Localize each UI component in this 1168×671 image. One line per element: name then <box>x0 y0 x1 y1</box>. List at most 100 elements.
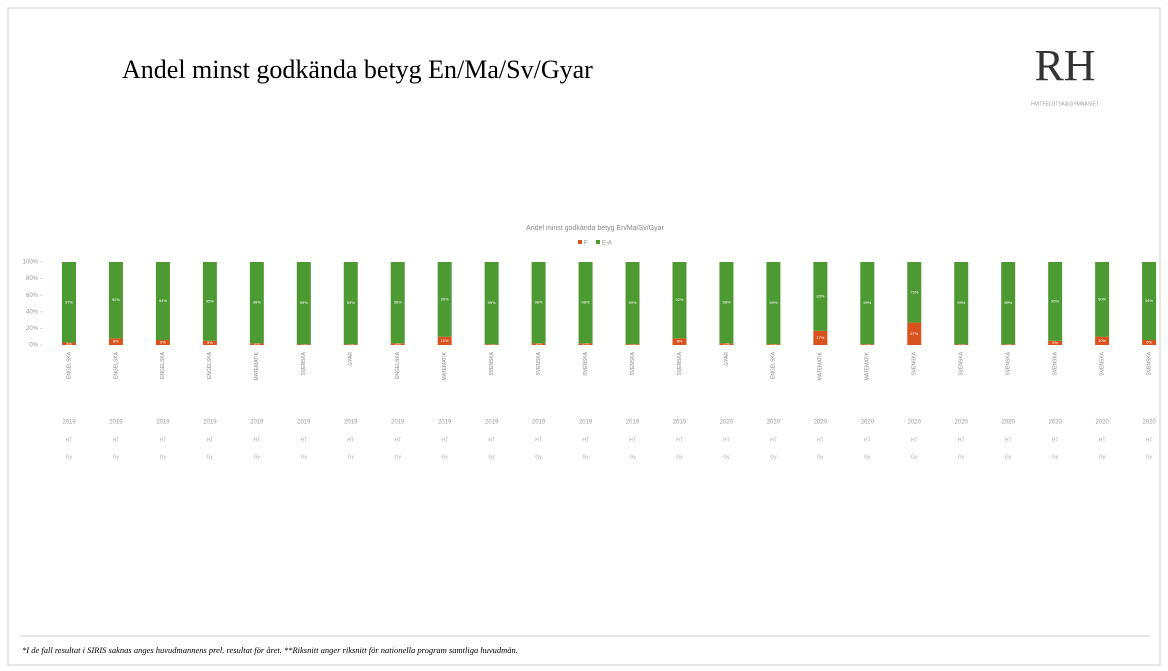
bar-segment <box>813 262 828 331</box>
row2-label: HT <box>582 437 589 443</box>
row3-label: Gy <box>441 454 448 460</box>
y-tick-label: 60% <box>26 293 39 299</box>
bar-segment <box>437 336 452 345</box>
row2-label: HT <box>394 437 401 443</box>
x-tick-label: SVENSKA <box>583 351 589 375</box>
bar-segment <box>296 344 311 345</box>
value-label: 99% <box>488 300 496 305</box>
value-label: 94% <box>159 298 167 303</box>
bar-segment <box>62 342 76 345</box>
row3-label: Gy <box>864 454 871 460</box>
row2-label: HT <box>770 437 777 443</box>
x-tick-label: SVENSKA <box>1006 351 1012 375</box>
row2-label: HT <box>723 437 730 443</box>
bar-segment <box>1048 262 1063 341</box>
row2-label: HT <box>300 437 307 443</box>
row3-label: Gy <box>488 454 495 460</box>
bar-segment <box>1095 336 1110 345</box>
year-label: 2020 <box>814 420 828 426</box>
value-label: 99% <box>957 300 965 305</box>
value-label: 6% <box>1146 340 1152 345</box>
value-label: 98% <box>253 300 261 305</box>
bar-segment <box>860 262 875 345</box>
bar-segment <box>578 343 593 345</box>
value-label: 99% <box>769 300 777 305</box>
bar-segment <box>813 330 828 345</box>
row3-label: Gy <box>676 454 683 460</box>
bar-segment <box>954 262 969 345</box>
value-label: 10% <box>1098 338 1106 343</box>
bar-segment <box>672 338 687 345</box>
legend-label: E-A <box>602 241 612 247</box>
row3-label: Gy <box>160 454 167 460</box>
year-label: 2019 <box>109 420 123 426</box>
year-label: 2019 <box>673 420 687 426</box>
row3-label: Gy <box>958 454 965 460</box>
value-label: 2% <box>254 341 260 346</box>
year-label: 2019 <box>532 420 546 426</box>
year-label: 2020 <box>720 420 734 426</box>
bar-segment <box>390 262 405 344</box>
row2-label: HT <box>207 437 214 443</box>
value-label: 2% <box>724 341 730 346</box>
bar-segment <box>343 344 358 345</box>
row3-label: Gy <box>582 454 589 460</box>
year-label: 2020 <box>1095 420 1109 426</box>
row2-label: HT <box>1099 437 1106 443</box>
year-label: 2019 <box>579 420 593 426</box>
year-label: 2019 <box>156 420 170 426</box>
year-label: 2020 <box>1002 420 1016 426</box>
x-tick-label: ENGELSKA <box>771 351 777 379</box>
x-tick-label: GYAR <box>348 352 354 366</box>
bar-segment <box>531 262 546 344</box>
row3-label: Gy <box>1146 454 1153 460</box>
bar-segment <box>249 262 264 344</box>
value-label: 90% <box>1098 296 1106 301</box>
x-tick-label: SVENSKA <box>1146 351 1152 375</box>
bar-segment <box>155 262 170 341</box>
x-tick-label: SVENSKA <box>959 351 965 375</box>
row2-label: HT <box>254 437 261 443</box>
y-tick-label: 20% <box>26 326 39 332</box>
year-label: 2020 <box>1048 420 1062 426</box>
value-label: 8% <box>113 339 119 344</box>
x-tick-label: SVENSKA <box>489 351 495 375</box>
bar-segment <box>1001 344 1016 345</box>
row2-label: HT <box>1146 437 1153 443</box>
row2-label: HT <box>160 437 167 443</box>
row3-label: Gy <box>301 454 308 460</box>
value-label: 99% <box>863 300 871 305</box>
row2-label: HT <box>911 437 918 443</box>
bar-segment <box>296 262 311 345</box>
value-label: 2% <box>536 341 542 346</box>
legend-label: F <box>584 241 588 247</box>
row3-label: Gy <box>1099 454 1106 460</box>
row3-label: Gy <box>1005 454 1012 460</box>
bar-segment <box>860 344 875 345</box>
value-label: 98% <box>722 300 730 305</box>
bar-segment <box>390 343 405 345</box>
value-label: 99% <box>629 300 637 305</box>
bar-segment <box>1142 340 1157 345</box>
bar-segment <box>531 343 546 345</box>
value-label: 92% <box>675 297 683 302</box>
row3-label: Gy <box>66 454 73 460</box>
row2-label: HT <box>66 437 73 443</box>
x-tick-label: ENGELSKA <box>160 351 166 379</box>
bar-segment <box>108 262 123 339</box>
x-tick-label: ENGELSKA <box>66 351 72 379</box>
value-label: 98% <box>582 300 590 305</box>
value-label: 3% <box>66 341 72 346</box>
row3-label: Gy <box>817 454 824 460</box>
bar-segment <box>766 344 781 345</box>
row2-label: HT <box>864 437 871 443</box>
x-tick-label: SVENSKA <box>912 351 918 375</box>
row3-label: Gy <box>113 454 120 460</box>
bar-segment <box>672 262 687 339</box>
bar-segment <box>907 262 922 323</box>
bar-segment <box>1048 340 1063 345</box>
y-tick-label: 80% <box>26 276 39 282</box>
legend-swatch <box>596 240 600 244</box>
row3-label: Gy <box>770 454 777 460</box>
